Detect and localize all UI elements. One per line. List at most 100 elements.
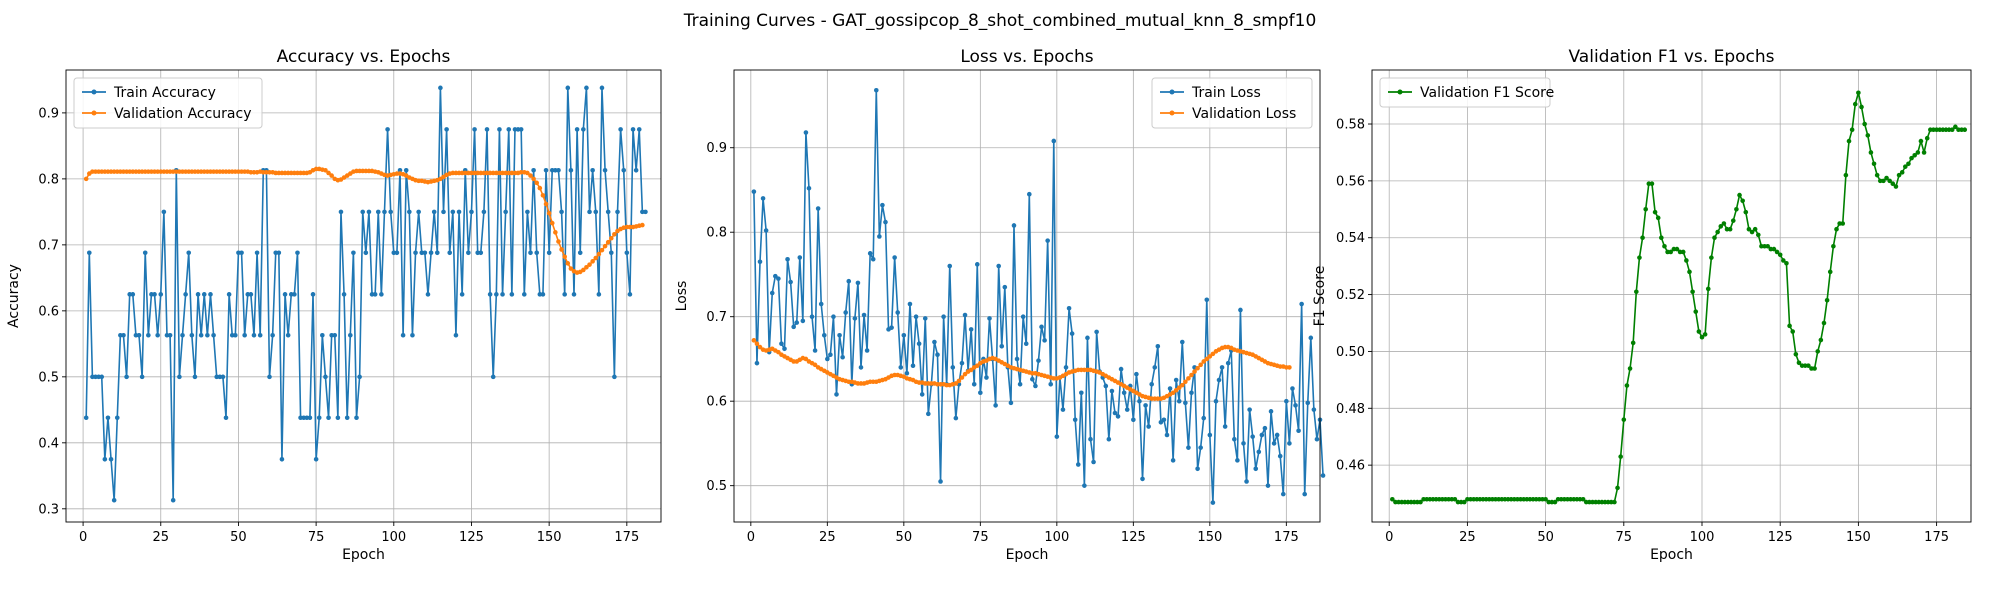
data-point	[1320, 473, 1326, 478]
data-point	[1655, 215, 1661, 221]
y-tick-label: 0.7	[706, 310, 727, 325]
data-point	[1777, 252, 1783, 258]
data-point	[1812, 366, 1817, 371]
data-point	[407, 209, 412, 215]
data-point	[843, 310, 848, 315]
data-point	[307, 415, 313, 421]
data-point	[621, 168, 627, 173]
data-point	[1109, 388, 1115, 394]
data-point	[1643, 207, 1648, 212]
data-point	[831, 314, 836, 320]
data-point	[880, 202, 885, 208]
y-tick-label: 0.4	[38, 436, 59, 451]
data-point	[1793, 351, 1799, 357]
data-point	[528, 173, 533, 178]
data-point	[892, 255, 897, 260]
figure-suptitle: Training Curves - GAT_gossipcop_8_shot_c…	[683, 11, 1317, 31]
data-point	[487, 292, 493, 297]
data-point	[1033, 383, 1038, 389]
data-point	[500, 292, 505, 297]
data-point	[1702, 332, 1708, 337]
data-point	[1241, 441, 1246, 446]
data-point	[605, 209, 611, 215]
data-point	[1918, 138, 1924, 144]
y-axis-label: Accuracy	[6, 264, 22, 328]
data-point	[1173, 387, 1179, 393]
legend-label: Train Accuracy	[113, 85, 216, 101]
data-point	[410, 332, 415, 338]
data-point	[1302, 491, 1307, 497]
data-point	[615, 209, 620, 215]
x-tick-label: 25	[1459, 530, 1476, 545]
data-point	[124, 374, 129, 380]
legend-item-validation-f1-score: Validation F1 Score	[1388, 85, 1554, 101]
y-tick-label: 0.48	[1336, 402, 1365, 417]
data-point	[1962, 127, 1968, 132]
data-point	[1204, 356, 1210, 362]
data-point	[313, 457, 319, 462]
data-point	[397, 168, 403, 173]
data-point	[760, 196, 766, 201]
data-point	[1082, 483, 1087, 488]
data-point	[587, 209, 592, 215]
data-point	[809, 314, 815, 320]
data-point	[413, 250, 418, 256]
data-point	[540, 292, 546, 297]
data-point	[183, 292, 188, 297]
data-point	[855, 280, 861, 286]
data-point	[1284, 398, 1289, 404]
data-point	[528, 250, 533, 256]
legend-marker	[91, 89, 97, 95]
y-tick-label: 0.5	[706, 479, 727, 494]
data-point	[962, 371, 968, 377]
data-point	[1305, 400, 1311, 406]
data-point	[220, 374, 226, 380]
data-point	[593, 209, 599, 215]
data-point	[310, 292, 316, 297]
data-point	[142, 250, 148, 256]
data-point	[521, 292, 527, 297]
data-point	[1268, 409, 1274, 414]
data-point	[444, 127, 449, 132]
data-point	[205, 332, 210, 338]
data-point	[565, 261, 571, 266]
data-point	[1161, 417, 1167, 423]
data-point	[1314, 436, 1320, 442]
data-point	[1909, 155, 1914, 161]
data-point	[351, 250, 356, 256]
data-point	[1659, 235, 1664, 241]
data-point	[1311, 407, 1317, 412]
data-point	[170, 497, 176, 503]
data-point	[332, 332, 338, 338]
data-point	[531, 176, 536, 182]
data-point	[1690, 289, 1695, 295]
data-point	[1180, 339, 1185, 345]
data-point	[254, 250, 260, 256]
data-point	[354, 415, 359, 421]
data-point	[1637, 255, 1642, 260]
data-point	[534, 180, 540, 186]
data-point	[618, 127, 623, 132]
data-point	[1195, 365, 1200, 371]
x-tick-label: 150	[1846, 530, 1871, 545]
data-point	[1924, 135, 1930, 141]
data-point	[1734, 207, 1739, 212]
series-validation-loss	[751, 338, 1292, 401]
data-point	[161, 209, 167, 215]
chart-panels: 0 25 50 75 100 125 150 175 0.3 0.4 0.5 0.6 0.7 0.8 0.9…	[6, 47, 1972, 563]
data-point	[630, 127, 636, 132]
data-point	[323, 374, 328, 380]
data-point	[608, 250, 614, 256]
data-point	[1207, 432, 1213, 438]
data-point	[1134, 371, 1139, 377]
data-point	[636, 127, 642, 132]
data-point	[581, 127, 586, 132]
data-point	[292, 292, 297, 297]
data-point	[984, 375, 989, 380]
data-point	[490, 374, 496, 380]
data-point	[596, 292, 602, 297]
data-point	[904, 371, 910, 376]
data-point	[1749, 229, 1755, 235]
data-point	[422, 250, 428, 256]
data-point	[1210, 500, 1216, 505]
